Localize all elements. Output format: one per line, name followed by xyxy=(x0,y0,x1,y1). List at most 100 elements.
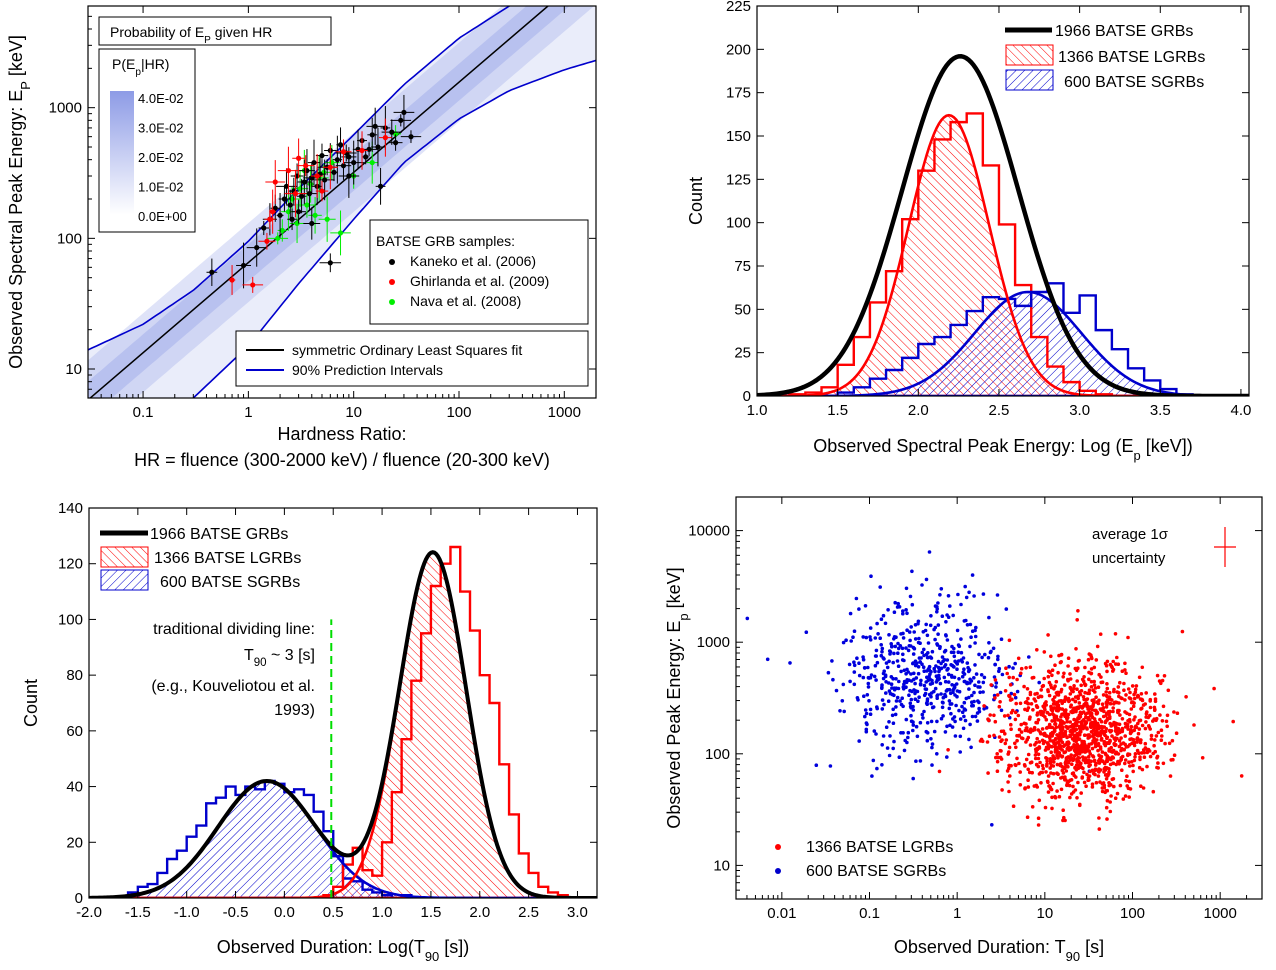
lgrb-point xyxy=(1036,728,1040,732)
lgrb-point xyxy=(1044,756,1048,760)
lgrb-point xyxy=(1123,721,1128,726)
sgrb-point xyxy=(901,609,905,613)
lgrb-point xyxy=(1039,781,1043,785)
lgrb-point xyxy=(1062,750,1066,755)
lgrb-point xyxy=(1090,746,1095,751)
sgrb-point xyxy=(889,642,893,646)
x-tick-label: 3.0 xyxy=(1069,402,1090,419)
lgrb-point xyxy=(1044,700,1048,704)
lgrb-point xyxy=(1098,725,1102,729)
sgrb-point xyxy=(918,759,923,763)
sgrb-point xyxy=(997,666,1002,671)
lgrb-point xyxy=(1006,780,1010,784)
lgrb-point xyxy=(1123,710,1127,714)
lgrb-point xyxy=(1137,675,1142,680)
ghirlanda-point xyxy=(359,147,365,154)
y-tick-label: 175 xyxy=(726,85,751,102)
sgrb-point xyxy=(864,729,869,734)
sgrb-point xyxy=(972,594,976,598)
sgrb-point xyxy=(957,644,962,649)
lgrb-point xyxy=(1072,686,1076,691)
lgrb-point xyxy=(1036,752,1041,757)
lgrb-point xyxy=(1133,715,1137,719)
lgrb-point xyxy=(1079,689,1084,693)
sgrb-point xyxy=(993,662,997,667)
lgrb-point xyxy=(1033,743,1037,747)
lgrb-point xyxy=(1000,738,1004,742)
sgrb-point xyxy=(847,662,852,667)
lgrb-point xyxy=(1023,707,1027,712)
lgrb-point xyxy=(997,735,1002,739)
lgrb-point xyxy=(1093,720,1098,725)
sgrb-point xyxy=(981,680,986,685)
nava-point xyxy=(312,212,318,218)
lgrb-point xyxy=(1083,760,1088,765)
lgrb-point xyxy=(1112,784,1116,789)
lgrb-point xyxy=(1064,769,1069,773)
x-tick-label: -1.5 xyxy=(125,904,151,921)
ghirlanda-point xyxy=(296,155,302,161)
annotation-line-1: traditional dividing line: xyxy=(153,621,315,638)
lgrb-point xyxy=(1094,780,1099,785)
sgrb-point xyxy=(841,682,846,687)
sgrb-point xyxy=(924,577,929,582)
lgrb-point xyxy=(1050,673,1054,678)
lgrb-point xyxy=(993,678,998,682)
lgrb-point xyxy=(1026,706,1031,710)
sgrb-point xyxy=(878,636,882,640)
lgrb-point xyxy=(1118,783,1123,788)
lgrb-point xyxy=(1084,720,1089,725)
sgrb-point xyxy=(964,595,969,600)
lgrb-point xyxy=(1019,736,1024,740)
lgrb-point xyxy=(1051,781,1055,786)
lgrb-point xyxy=(937,769,942,774)
sgrb-point xyxy=(927,550,932,554)
kaneko-point xyxy=(240,262,247,269)
annotation-line-2-main: T xyxy=(244,647,254,664)
sgrb-point xyxy=(959,650,964,655)
lgrb-point xyxy=(1148,697,1153,702)
sgrb-point xyxy=(905,667,909,672)
kaneko-point xyxy=(298,193,305,199)
sgrb-point xyxy=(893,644,898,649)
lgrb-point xyxy=(1089,722,1093,726)
kaneko-point xyxy=(408,134,414,140)
sgrb-point xyxy=(900,646,905,651)
sgrb-point xyxy=(863,714,867,719)
lgrb-point xyxy=(1014,763,1018,768)
lgrb-point xyxy=(1094,695,1098,699)
lgrb-point xyxy=(995,759,1000,764)
lgrb-point xyxy=(1000,788,1004,792)
sgrb-point xyxy=(953,734,958,738)
lgrb-point xyxy=(1116,685,1121,689)
lgrb-point xyxy=(982,704,986,708)
sgrb-point xyxy=(909,625,913,629)
lgrb-point xyxy=(1057,794,1062,799)
sgrb-point xyxy=(964,696,969,701)
lgrb-point xyxy=(1063,765,1068,769)
lgrb-point xyxy=(1046,780,1050,784)
y-tick-label: 10 xyxy=(65,361,82,378)
lgrb-point xyxy=(1171,757,1175,762)
lgrb-point xyxy=(1091,739,1095,743)
panel-d: 0.01 0.1 1 10 100 1000 10 100 1000 10000 Observed … xyxy=(664,496,1263,964)
x-tick-label: 1.0 xyxy=(747,402,768,419)
sgrb-point xyxy=(874,678,878,682)
lgrb-point xyxy=(1075,747,1080,751)
lgrb-point xyxy=(1008,774,1012,778)
lgrb-point xyxy=(1064,778,1068,782)
sgrb-point xyxy=(918,682,923,686)
x-axis-label: Observed Spectral Peak Energy: Log (Ep [… xyxy=(813,436,1192,463)
lgrb-point xyxy=(1140,723,1145,728)
title-box xyxy=(98,16,332,46)
lgrb-point xyxy=(1099,719,1104,724)
lgrb-point xyxy=(1086,715,1091,720)
lgrb-point xyxy=(1091,771,1096,776)
lgrb-point xyxy=(1104,693,1109,698)
lgrb-point xyxy=(1128,764,1132,768)
lgrb-point xyxy=(1087,670,1091,675)
sgrb-point xyxy=(882,657,886,661)
lgrb-point xyxy=(1074,647,1078,651)
lgrb-point xyxy=(1105,669,1109,674)
sgrb-point xyxy=(992,675,997,679)
